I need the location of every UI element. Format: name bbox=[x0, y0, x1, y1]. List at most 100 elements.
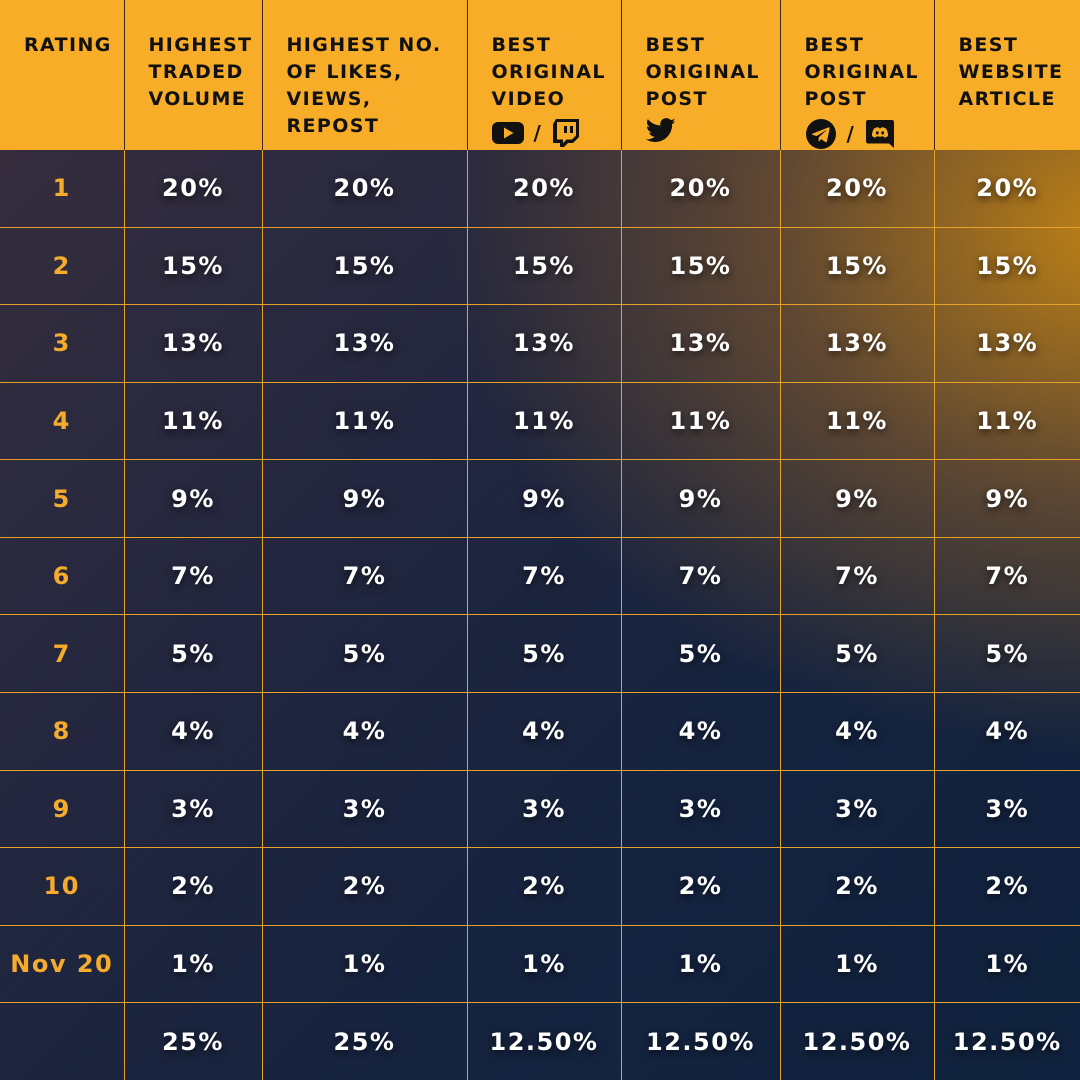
table-row: 7 5% 5% 5% 5% 5% 5% bbox=[0, 614, 1080, 694]
chat-platform-icons: / bbox=[805, 118, 934, 150]
rating-cell: 2 bbox=[0, 227, 125, 306]
separator: / bbox=[533, 120, 543, 145]
percentage-cell: 1% bbox=[780, 925, 935, 1004]
percentage-cell: 13% bbox=[467, 304, 622, 383]
rating-cell: 6 bbox=[0, 537, 125, 616]
percentage-cell: 13% bbox=[124, 304, 263, 383]
table-row: 5 9% 9% 9% 9% 9% 9% bbox=[0, 459, 1080, 538]
percentage-cell: 7% bbox=[467, 537, 622, 616]
telegram-icon bbox=[805, 119, 836, 149]
table-row: 4 11% 11% 11% 11% 11% 11% bbox=[0, 382, 1080, 461]
percentage-cell: 5% bbox=[934, 614, 1080, 694]
percentage-cell: 15% bbox=[467, 227, 622, 306]
percentage-cell: 13% bbox=[262, 304, 468, 383]
percentage-cell: 20% bbox=[467, 150, 622, 228]
percentage-cell: 1% bbox=[467, 925, 622, 1004]
percentage-cell: 3% bbox=[467, 770, 622, 849]
rating-cell: 9 bbox=[0, 770, 125, 849]
separator: / bbox=[846, 121, 856, 146]
header-original-video: BEST ORIGINAL VIDEO / bbox=[467, 0, 622, 150]
percentage-cell: 13% bbox=[934, 304, 1080, 383]
percentage-cell: 3% bbox=[780, 770, 935, 849]
percentage-cell: 5% bbox=[124, 614, 263, 694]
table-row: 8 4% 4% 4% 4% 4% 4% bbox=[0, 692, 1080, 771]
table-row: 1 20% 20% 20% 20% 20% 20% bbox=[0, 150, 1080, 228]
percentage-cell: 25% bbox=[124, 1002, 263, 1080]
rating-cell: 4 bbox=[0, 382, 125, 461]
table-body: 1 20% 20% 20% 20% 20% 20% 2 15% 15% 15% 15% 15% 15% 3 1… bbox=[0, 150, 1080, 1080]
percentage-cell: 9% bbox=[262, 459, 468, 538]
percentage-cell: 4% bbox=[934, 692, 1080, 771]
percentage-cell: 5% bbox=[262, 614, 468, 694]
percentage-cell: 20% bbox=[780, 150, 935, 228]
percentage-cell: 12.50% bbox=[780, 1002, 935, 1080]
header-website-article: BEST WEBSITE ARTICLE bbox=[934, 0, 1080, 150]
table-row: 10 2% 2% 2% 2% 2% 2% bbox=[0, 847, 1080, 926]
percentage-cell: 1% bbox=[124, 925, 263, 1004]
twitch-icon bbox=[553, 119, 580, 147]
percentage-cell: 3% bbox=[262, 770, 468, 849]
percentage-cell: 9% bbox=[467, 459, 622, 538]
percentage-cell: 4% bbox=[621, 692, 781, 771]
percentage-cell: 15% bbox=[621, 227, 781, 306]
rating-cell: 5 bbox=[0, 459, 125, 538]
header-rating: RATING bbox=[0, 0, 125, 150]
percentage-cell: 1% bbox=[262, 925, 468, 1004]
percentage-cell: 11% bbox=[621, 382, 781, 461]
table-row: 25% 25% 12.50% 12.50% 12.50% 12.50% bbox=[0, 1002, 1080, 1080]
rating-cell: 8 bbox=[0, 692, 125, 771]
table-row: 2 15% 15% 15% 15% 15% 15% bbox=[0, 227, 1080, 306]
rating-cell: 3 bbox=[0, 304, 125, 383]
header-original-post-chat: BEST ORIGINAL POST / bbox=[780, 0, 935, 150]
table-row: 9 3% 3% 3% 3% 3% 3% bbox=[0, 770, 1080, 849]
twitter-icon bbox=[645, 118, 675, 142]
percentage-cell: 2% bbox=[467, 847, 622, 926]
rating-cell: Nov 20 bbox=[0, 925, 125, 1004]
percentage-cell: 9% bbox=[780, 459, 935, 538]
percentage-cell: 7% bbox=[934, 537, 1080, 616]
percentage-cell: 11% bbox=[124, 382, 263, 461]
percentage-cell: 20% bbox=[124, 150, 263, 228]
percentage-cell: 15% bbox=[124, 227, 263, 306]
table-row: 6 7% 7% 7% 7% 7% 7% bbox=[0, 537, 1080, 616]
header-row: RATING HIGHEST TRADED VOLUME HIGHEST NO.… bbox=[0, 0, 1080, 150]
youtube-icon bbox=[491, 122, 524, 144]
percentage-cell: 3% bbox=[934, 770, 1080, 849]
percentage-cell: 2% bbox=[780, 847, 935, 926]
percentage-cell: 7% bbox=[124, 537, 263, 616]
percentage-cell: 12.50% bbox=[952, 1027, 1062, 1056]
twitter-platform-icons bbox=[645, 118, 780, 143]
percentage-cell: 4% bbox=[467, 692, 622, 771]
percentage-cell: 5% bbox=[780, 614, 935, 694]
header-likes-views: HIGHEST NO. OF LIKES, VIEWS, REPOST bbox=[262, 0, 468, 150]
percentage-cell: 13% bbox=[780, 304, 935, 383]
percentage-cell: 9% bbox=[934, 459, 1080, 538]
percentage-cell: 11% bbox=[262, 382, 468, 461]
header-original-post-twitter: BEST ORIGINAL POST bbox=[621, 0, 781, 150]
percentage-cell: 3% bbox=[621, 770, 781, 849]
percentage-cell: 3% bbox=[124, 770, 263, 849]
table-row: 3 13% 13% 13% 13% 13% 13% bbox=[0, 304, 1080, 383]
percentage-cell: 15% bbox=[780, 227, 935, 306]
percentage-cell: 7% bbox=[262, 537, 468, 616]
percentage-cell: 9% bbox=[621, 459, 781, 538]
percentage-cell: 20% bbox=[934, 150, 1080, 228]
rating-cell: 7 bbox=[0, 614, 125, 694]
percentage-cell: 2% bbox=[124, 847, 263, 926]
percentage-cell: 4% bbox=[262, 692, 468, 771]
percentage-cell: 11% bbox=[780, 382, 935, 461]
percentage-cell: 15% bbox=[934, 227, 1080, 306]
header-traded-volume: HIGHEST TRADED VOLUME bbox=[124, 0, 263, 150]
percentage-cell: 5% bbox=[467, 614, 622, 694]
rating-cell bbox=[0, 1002, 125, 1080]
percentage-cell: 12.50% bbox=[621, 1002, 781, 1080]
percentage-cell: 13% bbox=[621, 304, 781, 383]
percentage-cell: 15% bbox=[262, 227, 468, 306]
percentage-cell: 7% bbox=[780, 537, 935, 616]
percentage-cell: 25% bbox=[262, 1002, 468, 1080]
percentage-cell: 1% bbox=[621, 925, 781, 1004]
percentage-cell: 2% bbox=[621, 847, 781, 926]
percentage-cell: 9% bbox=[124, 459, 263, 538]
